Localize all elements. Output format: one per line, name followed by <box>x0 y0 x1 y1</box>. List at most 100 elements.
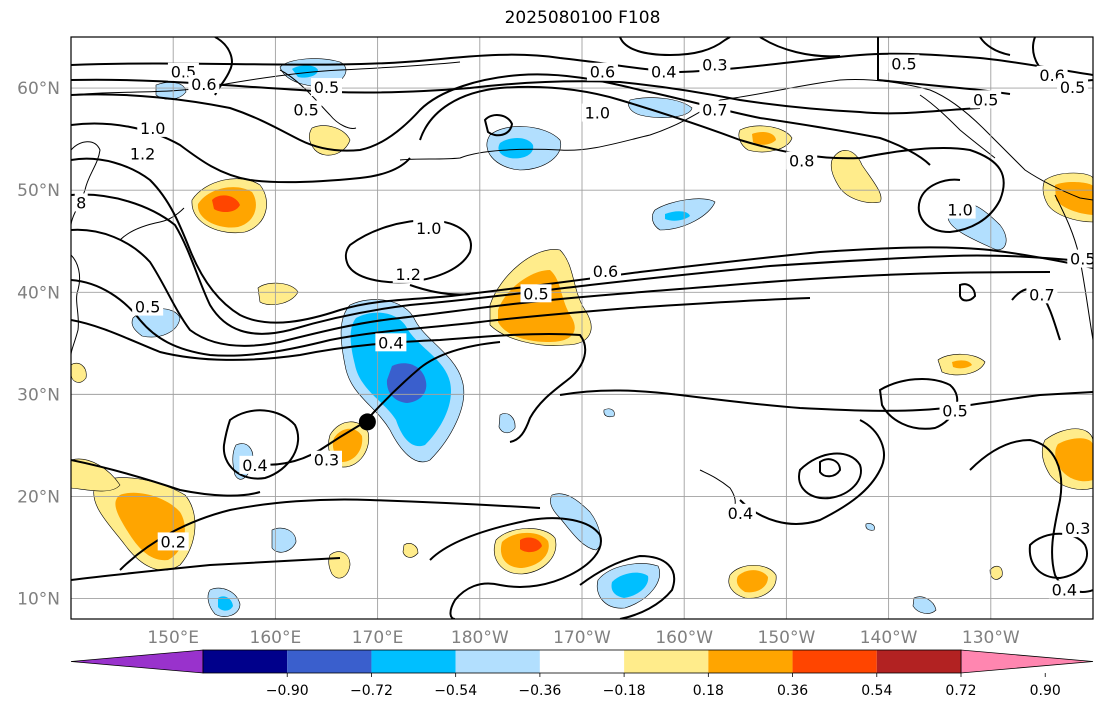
colorbar-segment <box>624 650 709 673</box>
lat-tick-label: 30°N <box>17 385 60 405</box>
contour-label: 0.5 <box>942 402 967 421</box>
contour-label: 0.4 <box>378 333 403 352</box>
map-title: 2025080100 F108 <box>504 8 661 28</box>
contour-label-bg <box>724 503 756 522</box>
colorbar-segment <box>708 650 793 673</box>
lon-tick-label: 130°W <box>962 628 1020 648</box>
colorbar-tick-label: 0.54 <box>861 683 892 699</box>
lat-tick-label: 10°N <box>17 590 60 610</box>
contour-label-bg <box>590 261 622 280</box>
colorbar-segment <box>539 650 625 673</box>
contour-label-bg <box>944 200 976 219</box>
lat-tick-label: 40°N <box>17 283 60 303</box>
contour-label-bg <box>520 284 552 303</box>
contour-label: 0.7 <box>1029 285 1054 304</box>
contour-label-bg <box>311 450 342 469</box>
contour-label: 0.6 <box>191 75 216 94</box>
colorbar-tick-label: 0.90 <box>1030 683 1061 699</box>
contour-label-bg <box>239 455 271 474</box>
contour-label: 0.5 <box>135 298 160 317</box>
contour-label-bg <box>586 62 618 81</box>
contour-label: 0.5 <box>314 78 339 97</box>
lat-tick-label: 60°N <box>17 79 60 99</box>
lon-tick-label: 170°W <box>553 628 611 648</box>
contour-label: 0.3 <box>1065 519 1090 538</box>
colorbar-frame <box>202 649 962 674</box>
contour-label: 0.5 <box>1070 250 1095 269</box>
contour-label-bg <box>699 55 731 74</box>
colorbar-segment <box>792 650 877 673</box>
contour-label-bg <box>157 532 189 551</box>
colorbar-tick-label: −0.72 <box>350 683 393 699</box>
contour-label: 0.5 <box>523 284 548 303</box>
contour-label-bg <box>888 54 920 73</box>
contour-label: 0.5 <box>973 90 998 109</box>
contour-label-bg <box>127 144 159 163</box>
contour-label-bg <box>1067 249 1093 268</box>
colorbar-segment <box>455 650 540 673</box>
contour-label-bg <box>290 100 322 119</box>
contour-label: 8 <box>76 193 86 212</box>
contour-label: 0.2 <box>160 532 185 551</box>
colorbar-extend-high <box>960 649 1094 674</box>
colorbar-tick-label: 0.72 <box>945 683 976 699</box>
storm-marker <box>358 413 376 431</box>
contour-label: 1.0 <box>585 104 610 123</box>
contour-label: 1.0 <box>416 219 441 238</box>
colorbar-segment <box>287 650 372 673</box>
colorbar-segment <box>203 650 288 673</box>
gridlines <box>71 37 1093 619</box>
lon-tick-label: 180°W <box>451 628 509 648</box>
contour-label: 0.6 <box>593 262 618 281</box>
colorbar-tick-label: 0.36 <box>777 683 808 699</box>
contour-label-bg <box>1057 78 1089 97</box>
colorbar-segment <box>371 650 456 673</box>
contour-label-bg <box>939 401 971 420</box>
contour-label-bg <box>1062 519 1093 538</box>
colorbar-tick-label: 0.18 <box>693 683 724 699</box>
colorbar-tick-label: −0.54 <box>434 683 477 699</box>
contour-label: 0.7 <box>702 101 727 120</box>
contour-label: 0.6 <box>590 63 615 82</box>
contour-label: 0.4 <box>242 456 267 475</box>
lon-tick-label: 150°W <box>758 628 816 648</box>
contour-label: 0.5 <box>891 55 916 74</box>
contour-label-bg <box>1048 580 1080 599</box>
colorbar-tick-label: −0.18 <box>603 683 646 699</box>
contour-label: 0.4 <box>728 504 753 523</box>
contour-label: 1.2 <box>130 144 155 163</box>
contour-label-bg <box>1026 285 1058 304</box>
contour-label: 0.4 <box>1052 580 1077 599</box>
contour-label-bg <box>132 297 164 316</box>
contour-label-bg <box>74 193 88 212</box>
lat-tick-label: 20°N <box>17 487 60 507</box>
storm-position-dot <box>358 413 376 431</box>
lat-tick-label: 50°N <box>17 181 60 201</box>
lon-tick-label: 160°W <box>655 628 713 648</box>
lon-tick-label: 170°E <box>352 628 404 648</box>
contour-label-bg <box>699 100 731 119</box>
lon-tick-label: 140°W <box>860 628 918 648</box>
colorbar-tick-label: −0.90 <box>266 683 309 699</box>
contour-label-bg <box>786 151 818 170</box>
lon-tick-label: 150°E <box>147 628 199 648</box>
colorbar-segment <box>876 650 961 673</box>
contour-label: 0.5 <box>293 101 318 120</box>
contour-label-bg <box>188 74 220 93</box>
contour-label-bg <box>581 103 613 122</box>
contour-label-bg <box>392 264 424 283</box>
colorbar: −0.90 −0.72 −0.54 −0.36 −0.18 0.18 0.36 0.54 0.7… <box>70 649 1094 699</box>
contour-label-bg <box>970 90 1002 109</box>
plot-frame <box>70 36 1094 620</box>
contour-label: 1.2 <box>396 265 421 284</box>
contour-label: 0.3 <box>702 56 727 75</box>
contour-label: 0.5 <box>1060 78 1085 97</box>
contour-label-bg <box>375 333 407 352</box>
contour-label: 0.8 <box>789 152 814 171</box>
contour-labels: 0.5 0.6 0.5 0.5 1.0 1.2 8 0.5 0.6 0.4 0.3 1.0 0.7 0.8… <box>74 54 1095 599</box>
colorbar-tick-label: −0.36 <box>518 683 561 699</box>
contour-label: 1.0 <box>947 201 972 220</box>
contour-label: 0.3 <box>314 451 339 470</box>
latitude-labels: 10°N 20°N 30°N 40°N 50°N 60°N <box>17 79 60 610</box>
